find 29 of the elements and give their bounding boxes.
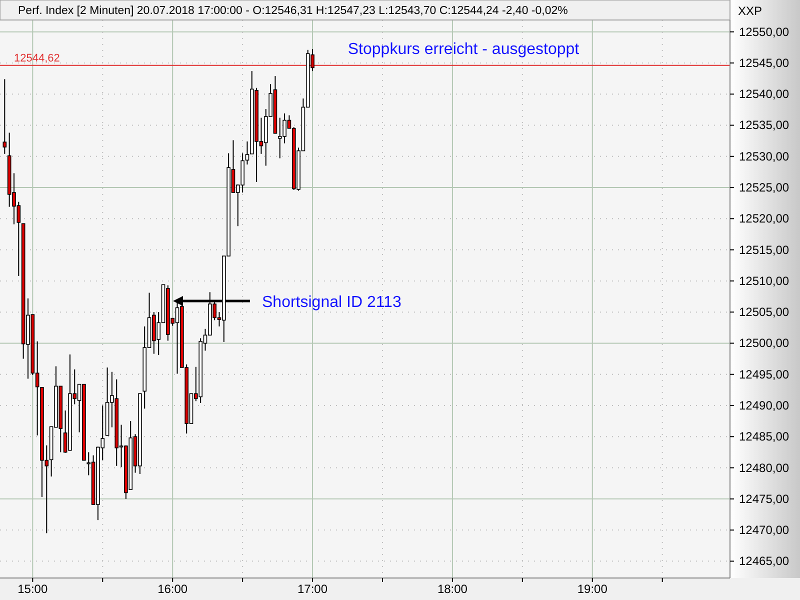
annotation: Stoppkurs erreicht - ausgestoppt (348, 41, 580, 58)
ref-line-label: 12544,62 (14, 52, 60, 64)
x-tick-label: 18:00 (437, 582, 468, 596)
y-tick-label: 12485,00 (739, 430, 790, 444)
y-tick-label: 12470,00 (739, 523, 790, 538)
y-tick-label: 12495,00 (739, 367, 790, 382)
y-tick-label: 12540,00 (739, 87, 790, 102)
chart-title: Perf. Index [2 Minuten] 20.07.2018 17:00:00 - O:12546,31 H:12547,23 L:12543,70 C:12544,24 -2,40 -0,02% (18, 5, 568, 17)
candlestick (2, 78, 7, 154)
y-tick-label: 12500,00 (739, 336, 790, 350)
y-tick-label: 12520,00 (739, 212, 790, 226)
y-tick-label: 12550,00 (739, 24, 790, 39)
y-tick-label: 12505,00 (739, 305, 790, 320)
y-tick-label: 12465,00 (739, 554, 790, 568)
y-tick-label: 12510,00 (739, 274, 790, 288)
y-tick-label: 12475,00 (739, 492, 790, 506)
y-tick-label: 12530,00 (739, 149, 790, 164)
y-tick-label: 12515,00 (739, 242, 790, 257)
y-tick-label: 12480,00 (739, 460, 790, 475)
y-tick-label: 12525,00 (739, 180, 790, 195)
y-tick-label: 12545,00 (739, 56, 790, 70)
x-tick-label: 16:00 (158, 582, 188, 596)
y-tick-label: 12535,00 (739, 118, 790, 132)
y-tick-label: 12490,00 (739, 398, 790, 412)
x-tick-label: 15:00 (18, 582, 48, 596)
x-tick-label: 17:00 (298, 582, 328, 596)
x-tick-label: 19:00 (577, 582, 608, 596)
text: XXP (738, 4, 762, 18)
annotation: Shortsignal ID 2113 (262, 294, 402, 311)
